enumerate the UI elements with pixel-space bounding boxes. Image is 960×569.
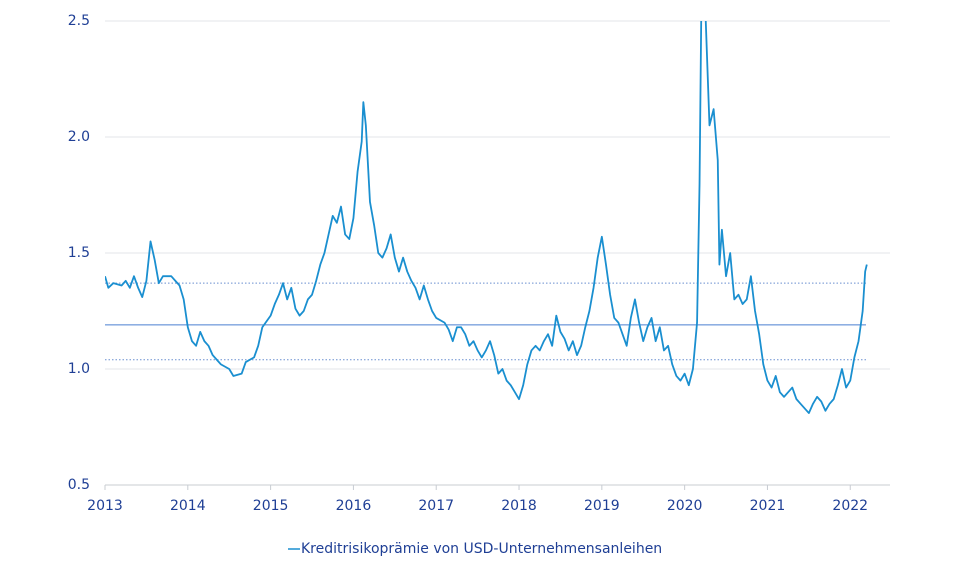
y-tick-label: 1.0 bbox=[68, 361, 90, 377]
x-tick-label: 2018 bbox=[501, 498, 537, 514]
x-tick-label: 2016 bbox=[336, 498, 372, 514]
series-line bbox=[105, 21, 868, 414]
x-tick-label: 2020 bbox=[667, 498, 703, 514]
legend-label: Kreditrisikoprämie von USD-Unternehmensa… bbox=[301, 541, 662, 557]
x-tick-label: 2022 bbox=[832, 498, 868, 514]
x-tick-label: 2017 bbox=[418, 498, 454, 514]
y-tick-label: 0.5 bbox=[68, 477, 90, 493]
x-tick-label: 2015 bbox=[253, 498, 289, 514]
y-tick-label: 1.5 bbox=[68, 245, 90, 261]
y-tick-label: 2.5 bbox=[68, 13, 90, 29]
x-tick-label: 2013 bbox=[87, 498, 123, 514]
x-tick-label: 2021 bbox=[750, 498, 786, 514]
legend: Kreditrisikoprämie von USD-Unternehmensa… bbox=[288, 541, 662, 557]
y-tick-label: 2.0 bbox=[68, 129, 90, 145]
x-tick-label: 2019 bbox=[584, 498, 620, 514]
x-tick-label: 2014 bbox=[170, 498, 206, 514]
